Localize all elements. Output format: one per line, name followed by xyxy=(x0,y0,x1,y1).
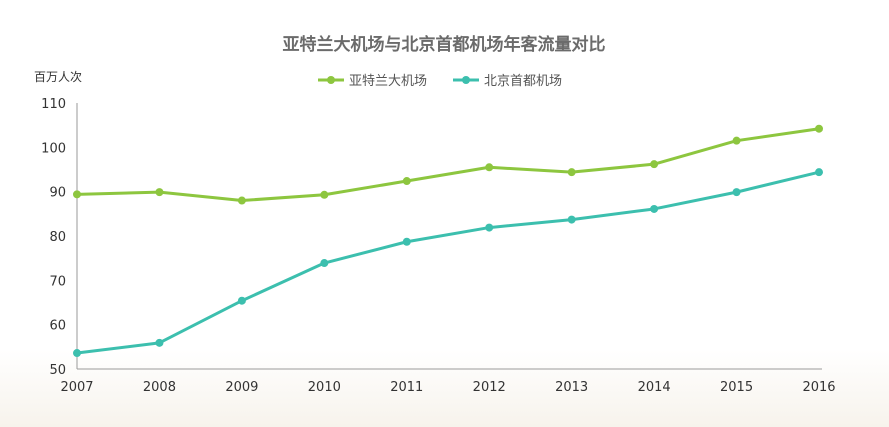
data-point xyxy=(320,190,329,199)
legend-label: 亚特兰大机场 xyxy=(349,74,427,89)
data-point xyxy=(73,190,81,199)
legend-item: 北京首都机场 xyxy=(453,74,562,89)
y-tick-label: 90 xyxy=(49,186,66,201)
y-tick-label: 110 xyxy=(41,97,66,112)
x-tick-label: 2015 xyxy=(720,380,753,395)
y-tick-label: 100 xyxy=(41,141,66,156)
x-tick-label: 2016 xyxy=(802,380,835,395)
data-point xyxy=(73,349,81,358)
legend-item: 亚特兰大机场 xyxy=(318,74,427,89)
legend: 亚特兰大机场 北京首都机场 xyxy=(318,74,562,89)
series-line xyxy=(75,127,821,203)
data-point xyxy=(650,160,659,169)
x-tick-label: 2011 xyxy=(390,380,423,395)
legend-dot-marker xyxy=(462,76,470,84)
data-point xyxy=(402,237,411,246)
data-point xyxy=(485,163,494,172)
data-point xyxy=(567,215,576,224)
data-point xyxy=(237,296,246,305)
x-tick-label: 2007 xyxy=(60,380,93,395)
y-tick-label: 60 xyxy=(49,319,66,334)
chart-title: 亚特兰大机场与北京首都机场年客流量对比 xyxy=(283,34,606,55)
x-tick-label: 2012 xyxy=(473,380,506,395)
data-point xyxy=(732,136,741,145)
data-point xyxy=(815,168,823,177)
data-point xyxy=(485,223,494,232)
x-tick-label: 2013 xyxy=(555,380,588,395)
x-tick-label: 2008 xyxy=(143,380,176,395)
x-tick-label: 2010 xyxy=(308,380,341,395)
data-point xyxy=(402,177,411,186)
series-2 xyxy=(73,168,823,358)
x-tick-label: 2009 xyxy=(225,380,258,395)
data-point xyxy=(815,124,823,133)
y-tick-label: 70 xyxy=(49,274,66,289)
data-point xyxy=(650,204,659,213)
data-point xyxy=(237,196,246,205)
data-point xyxy=(732,188,741,197)
series-1 xyxy=(73,124,823,205)
series-line xyxy=(75,170,821,355)
y-axis-unit-label: 百万人次 xyxy=(34,70,82,84)
legend-dot-marker xyxy=(327,76,335,84)
series-layer xyxy=(73,124,823,358)
y-tick-label: 80 xyxy=(49,230,66,245)
legend-label: 北京首都机场 xyxy=(484,74,562,89)
y-axis-ticks: 50 60 70 80 90 100 110 xyxy=(41,97,66,378)
x-tick-label: 2014 xyxy=(638,380,671,395)
y-tick-label: 50 xyxy=(49,363,66,378)
data-point xyxy=(567,168,576,177)
data-point xyxy=(155,188,164,197)
data-point xyxy=(320,259,329,268)
data-point xyxy=(155,338,164,347)
x-axis-ticks: 2007 2008 2009 2010 2011 2012 2013 2014 2015 2016 xyxy=(60,380,835,395)
